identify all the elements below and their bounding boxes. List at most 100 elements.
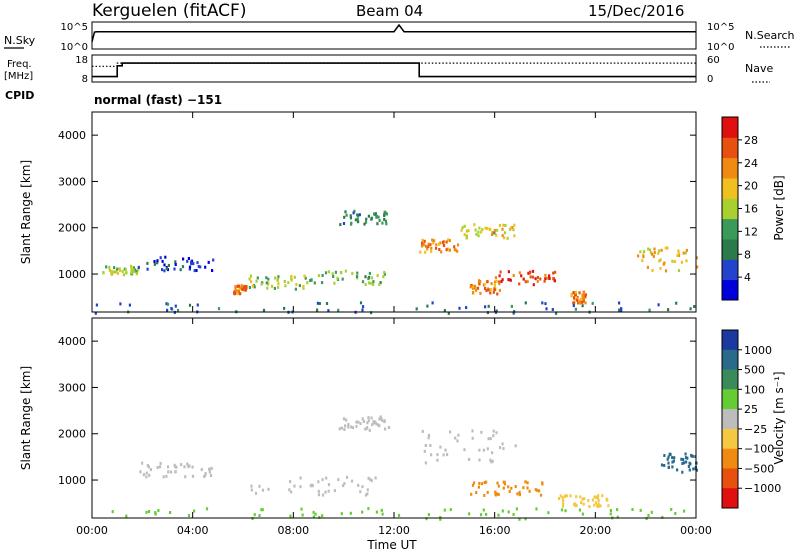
velocity-cell-4 bbox=[524, 480, 527, 484]
power-cell-12 bbox=[443, 309, 446, 313]
power-cell-8 bbox=[526, 280, 529, 284]
colorbar-tick-label: −25 bbox=[744, 423, 767, 436]
velocity-cell-3 bbox=[486, 447, 489, 451]
power-cell-12 bbox=[165, 302, 168, 306]
power-cell-8 bbox=[552, 277, 556, 281]
colorbar-cell bbox=[722, 279, 738, 301]
power-cell-5 bbox=[363, 222, 366, 226]
power-cell-6 bbox=[427, 245, 430, 248]
power-cell-8 bbox=[508, 278, 511, 282]
velocity-cell-4 bbox=[508, 490, 511, 493]
velocity-cell-3 bbox=[449, 430, 452, 434]
power-cell-8 bbox=[553, 279, 556, 283]
velocity-cell-7 bbox=[616, 515, 619, 519]
power-cell-11 bbox=[657, 249, 661, 253]
velocity-cell-1 bbox=[317, 480, 320, 484]
power-cell-5 bbox=[354, 218, 357, 222]
power-cell-3 bbox=[255, 279, 258, 283]
colorbar-cell bbox=[722, 157, 738, 179]
noise-panel: N.Sky 10^5 10^0 10^5 10^0 N.Search bbox=[4, 21, 795, 53]
ytick-label: 3000 bbox=[58, 381, 86, 394]
ytick-label: 2000 bbox=[58, 222, 86, 235]
velocity-cell-4 bbox=[535, 488, 539, 492]
power-cell-7 bbox=[461, 226, 464, 230]
xtick-label: 16:00 bbox=[479, 524, 511, 537]
nave-tick-top: 60 bbox=[707, 55, 720, 66]
power-cell-3 bbox=[267, 281, 270, 285]
power-cell-0 bbox=[132, 268, 135, 272]
velocity-colorbar-frame bbox=[721, 329, 739, 509]
xtick-label: 20:00 bbox=[579, 524, 611, 537]
power-cell-4 bbox=[364, 275, 367, 279]
velocity-cell-1 bbox=[321, 478, 324, 482]
power-cell-4 bbox=[334, 270, 337, 274]
colorbar-cell bbox=[722, 198, 738, 220]
power-cell-12 bbox=[196, 303, 199, 307]
velocity-cell-3 bbox=[457, 433, 460, 437]
velocity-cell-3 bbox=[442, 453, 445, 457]
velocity-cell-7 bbox=[468, 512, 471, 516]
power-cell-11 bbox=[684, 251, 687, 255]
power-cell-11 bbox=[651, 252, 654, 256]
power-cell-6 bbox=[422, 242, 425, 246]
velocity-cell-7 bbox=[300, 507, 303, 511]
velocity-cell-2 bbox=[361, 417, 364, 421]
power-cell-3 bbox=[298, 284, 301, 288]
power-cell-8 bbox=[548, 277, 551, 280]
power-cell-12 bbox=[327, 309, 330, 313]
colorbar-cell bbox=[722, 488, 738, 509]
power-cell-12 bbox=[316, 308, 319, 312]
power-cell-10 bbox=[584, 295, 587, 299]
velocity-cell-1 bbox=[374, 476, 377, 480]
power-cell-5 bbox=[350, 221, 353, 225]
velocity-cell-1 bbox=[254, 491, 258, 495]
power-cell-1 bbox=[161, 259, 164, 263]
velocity-cell-2 bbox=[340, 426, 343, 430]
velocity-cell-5 bbox=[579, 495, 582, 499]
velocity-cell-2 bbox=[384, 427, 387, 431]
velocity-cell-4 bbox=[510, 486, 513, 490]
velocity-cell-7 bbox=[479, 513, 483, 517]
power-panel-bg bbox=[92, 112, 696, 312]
power-cell-2 bbox=[238, 284, 241, 288]
power-cell-2 bbox=[238, 292, 241, 296]
power-cell-11 bbox=[677, 269, 681, 272]
velocity-cell-0 bbox=[174, 465, 177, 469]
velocity-cell-7 bbox=[670, 507, 673, 511]
power-colorbar-ticks: 28 24 20 16 12 8 4 bbox=[738, 134, 758, 284]
power-cell-9 bbox=[469, 285, 472, 289]
power-cell-8 bbox=[501, 278, 504, 282]
power-cell-1 bbox=[161, 268, 164, 272]
power-cell-8 bbox=[536, 279, 539, 283]
power-cell-3 bbox=[293, 275, 296, 279]
velocity-cell-7 bbox=[260, 508, 263, 512]
power-cell-2 bbox=[240, 284, 243, 288]
power-cell-4 bbox=[321, 281, 324, 285]
power-cell-11 bbox=[664, 269, 668, 273]
colorbar-cell bbox=[722, 389, 738, 410]
velocity-cell-4 bbox=[477, 485, 480, 489]
power-cell-1 bbox=[174, 263, 177, 266]
velocity-cell-3 bbox=[487, 437, 490, 441]
power-cell-7 bbox=[474, 228, 477, 232]
velocity-cell-2 bbox=[338, 427, 341, 431]
velocity-cell-4 bbox=[534, 488, 537, 492]
power-cell-4 bbox=[333, 281, 336, 285]
colorbar-tick-label: 16 bbox=[744, 203, 758, 216]
power-cell-9 bbox=[472, 285, 475, 289]
velocity-cell-5 bbox=[575, 495, 578, 499]
power-cell-5 bbox=[358, 213, 361, 217]
power-cell-12 bbox=[426, 304, 429, 308]
power-cell-11 bbox=[648, 248, 652, 252]
velocity-cell-2 bbox=[347, 425, 350, 429]
velocity-cell-3 bbox=[480, 430, 483, 434]
velocity-cell-6 bbox=[667, 465, 670, 469]
velocity-cell-1 bbox=[343, 482, 346, 486]
velocity-cell-5 bbox=[588, 505, 591, 508]
velocity-cell-4 bbox=[473, 481, 476, 485]
power-cell-6 bbox=[430, 249, 433, 253]
power-cell-5 bbox=[353, 209, 356, 213]
power-cell-1 bbox=[146, 267, 149, 271]
colorbar-tick-label: 12 bbox=[744, 225, 758, 238]
power-cell-0 bbox=[105, 265, 108, 269]
